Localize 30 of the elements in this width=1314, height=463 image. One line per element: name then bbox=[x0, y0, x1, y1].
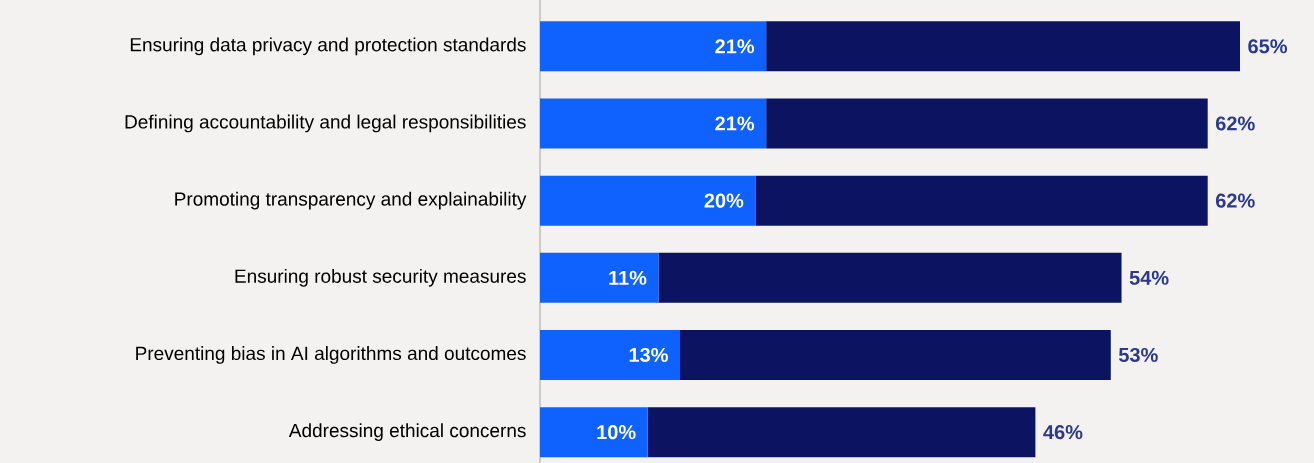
total-label: 53% bbox=[1118, 347, 1158, 363]
total-label: 46% bbox=[1043, 425, 1083, 440]
data-label: 10% bbox=[597, 425, 636, 440]
bar bbox=[540, 407, 648, 458]
bar bbox=[755, 175, 1208, 226]
y-tick-label: Preventing bias in AI algorithms and outcomes bbox=[136, 346, 526, 364]
bar bbox=[680, 329, 1111, 380]
total-label: 62% bbox=[1215, 116, 1255, 131]
bar bbox=[540, 21, 767, 72]
data-label: 21% bbox=[715, 116, 755, 131]
data-label: 21% bbox=[715, 39, 755, 54]
bar bbox=[540, 98, 767, 149]
bar bbox=[658, 252, 1122, 303]
y-tick-label: Promoting transparency and explainability bbox=[175, 191, 527, 210]
total-label: 62% bbox=[1215, 193, 1255, 208]
data-label: 11% bbox=[609, 270, 647, 285]
data-label: 20% bbox=[704, 193, 744, 208]
bar bbox=[766, 21, 1241, 72]
bar bbox=[540, 175, 756, 226]
bar bbox=[766, 98, 1208, 149]
bar bbox=[540, 252, 659, 303]
y-tick-label: Ensuring data privacy and protection standards bbox=[130, 37, 526, 56]
data-label: 13% bbox=[629, 347, 668, 363]
total-label: 54% bbox=[1129, 270, 1169, 285]
total-label: 65% bbox=[1248, 39, 1288, 54]
bar bbox=[647, 407, 1036, 458]
bar bbox=[540, 329, 680, 380]
y-tick-label: Ensuring robust security measures bbox=[235, 268, 526, 287]
y-tick-label: Defining accountability and legal responsibilities bbox=[125, 114, 526, 133]
y-tick-label: Addressing ethical concerns bbox=[288, 423, 526, 441]
